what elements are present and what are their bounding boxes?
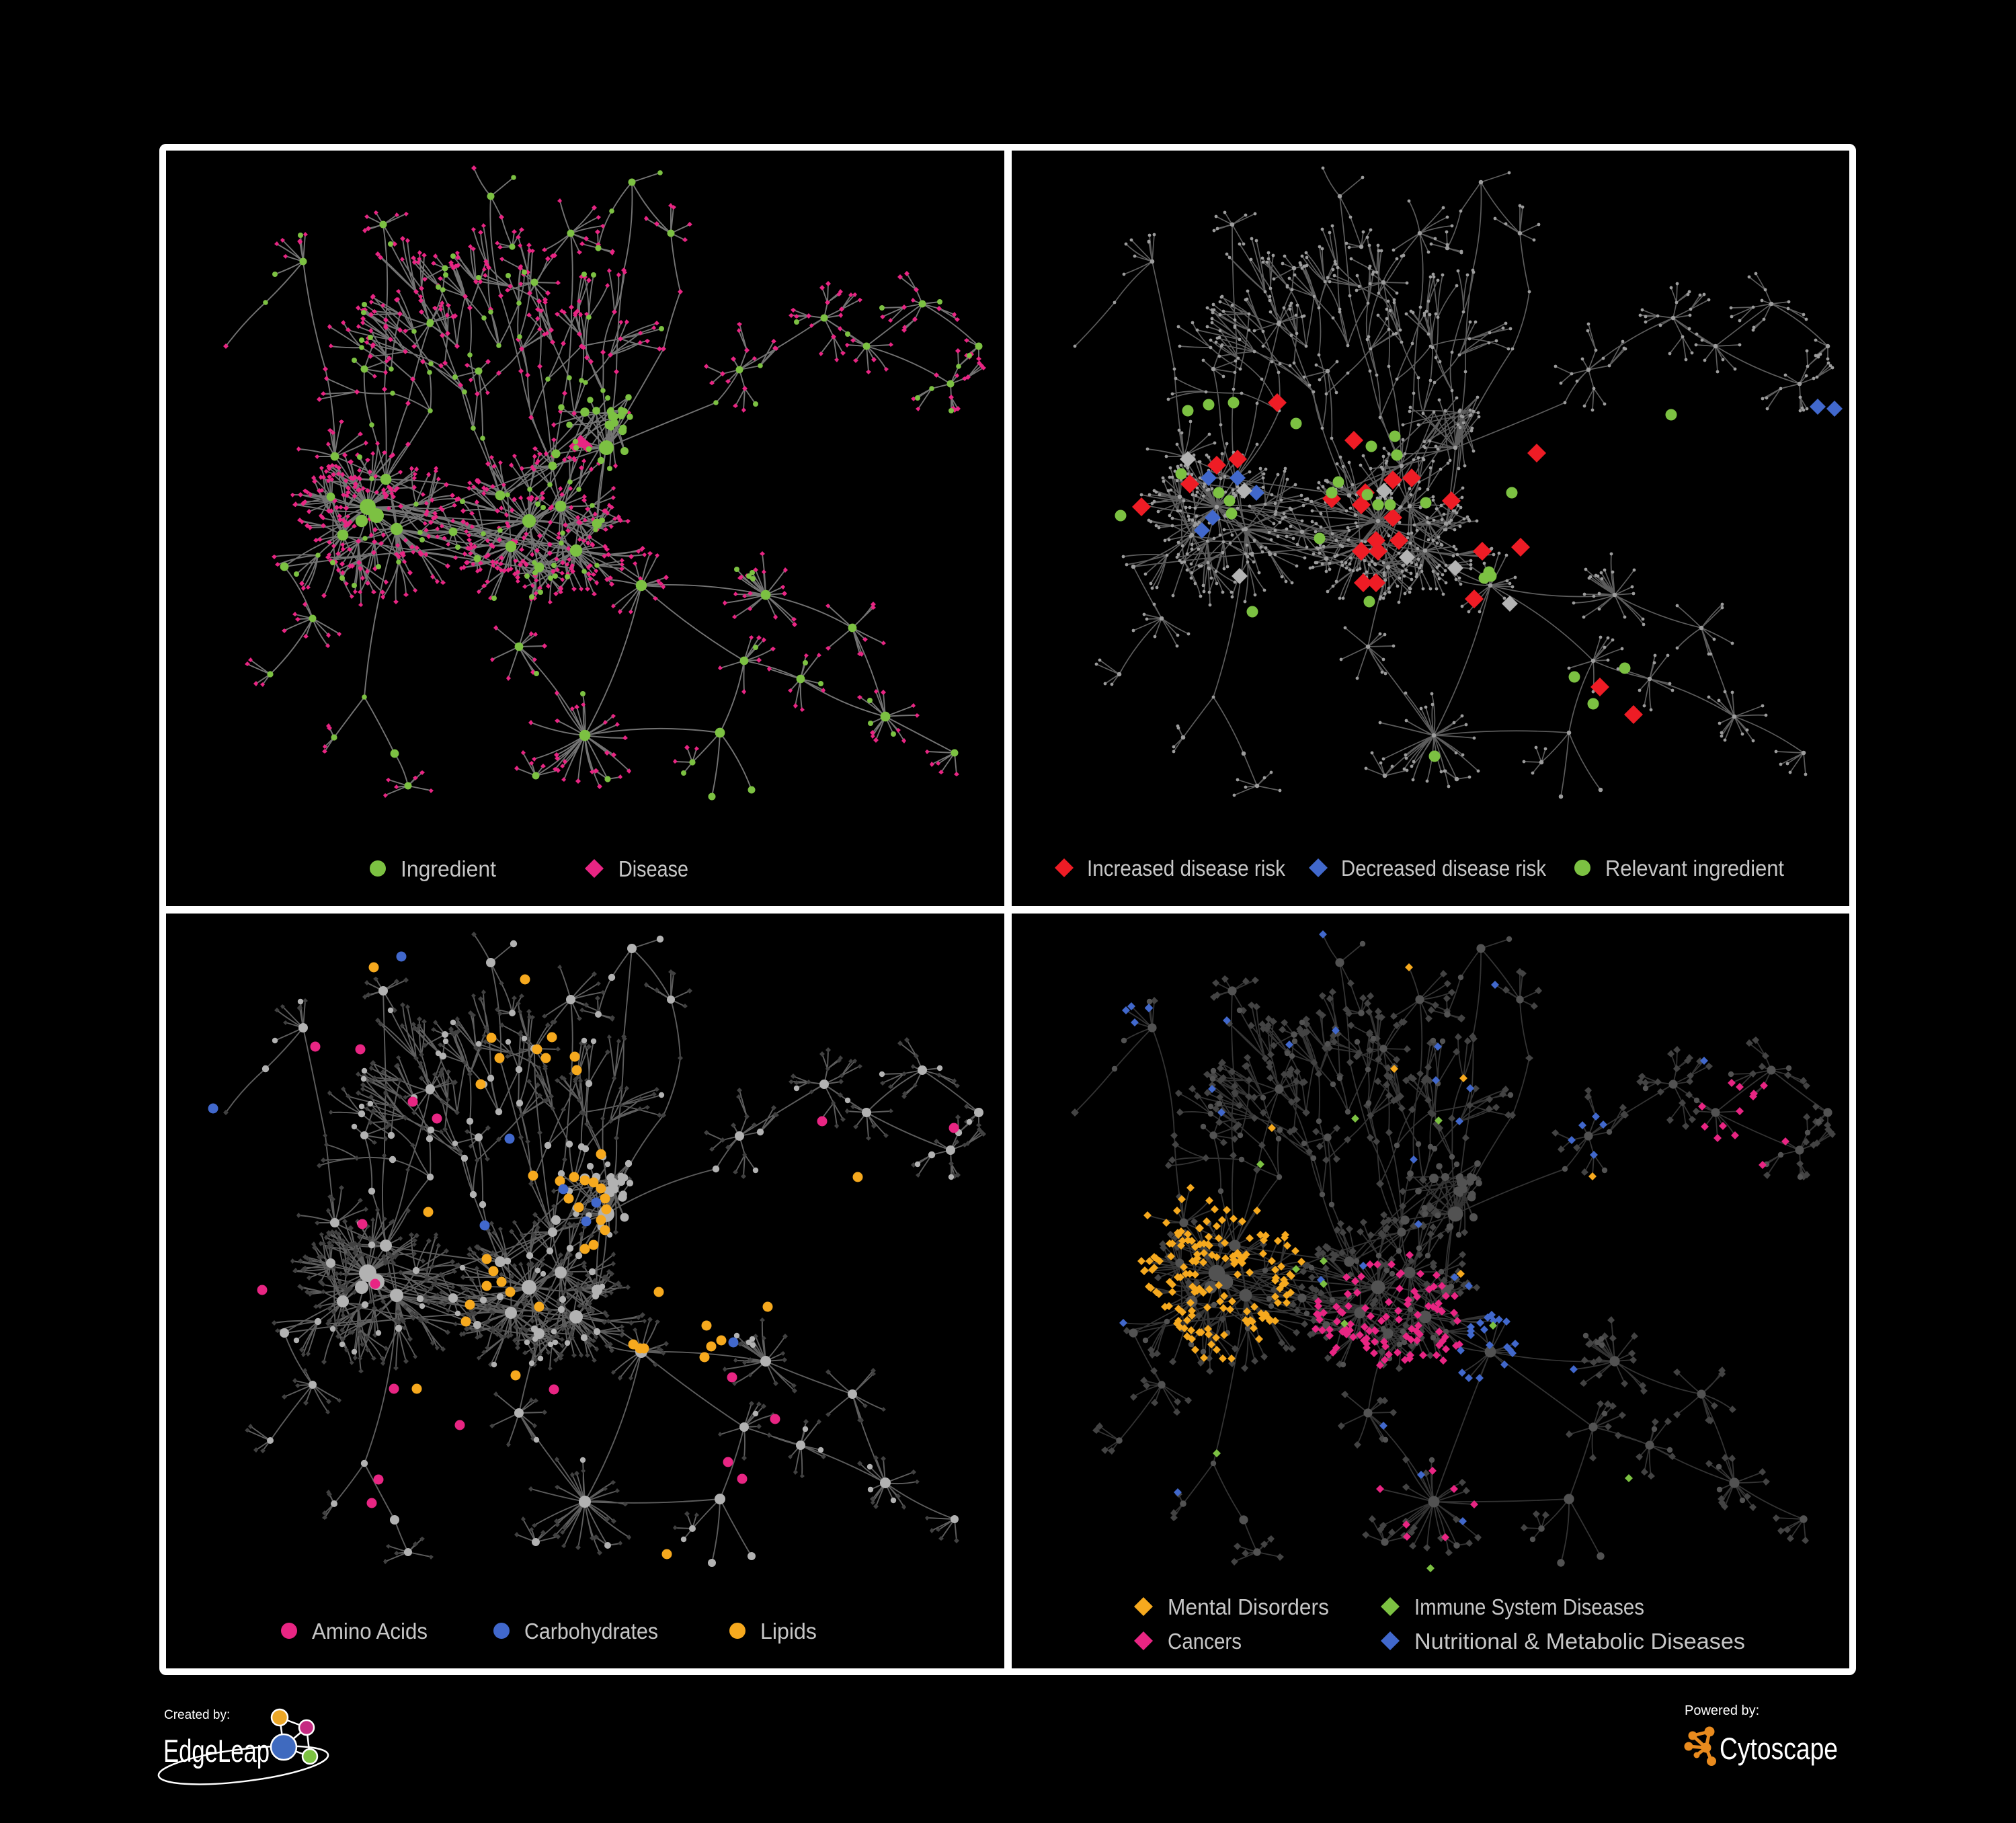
svg-text:Cytoscape: Cytoscape xyxy=(1720,1732,1838,1766)
svg-text:Increased disease risk: Increased disease risk xyxy=(1087,856,1285,881)
svg-text:Cancers: Cancers xyxy=(1168,1629,1242,1654)
svg-text:Amino Acids: Amino Acids xyxy=(312,1619,428,1644)
svg-text:Nutritional & Metabolic Diseas: Nutritional & Metabolic Diseases xyxy=(1414,1629,1745,1654)
svg-text:Relevant ingredient: Relevant ingredient xyxy=(1605,856,1784,881)
svg-text:Powered by:: Powered by: xyxy=(1685,1703,1759,1718)
svg-text:Ingredient: Ingredient xyxy=(401,856,496,881)
svg-text:Disease: Disease xyxy=(618,856,688,881)
svg-text:Created by:: Created by: xyxy=(164,1708,230,1722)
svg-text:Immune System Diseases: Immune System Diseases xyxy=(1414,1594,1644,1619)
svg-text:EdgeLeap: EdgeLeap xyxy=(163,1733,270,1769)
svg-text:Lipids: Lipids xyxy=(760,1619,817,1644)
svg-text:Carbohydrates: Carbohydrates xyxy=(524,1619,658,1644)
svg-text:Mental Disorders: Mental Disorders xyxy=(1168,1594,1329,1619)
svg-text:Decreased disease risk: Decreased disease risk xyxy=(1341,856,1546,881)
